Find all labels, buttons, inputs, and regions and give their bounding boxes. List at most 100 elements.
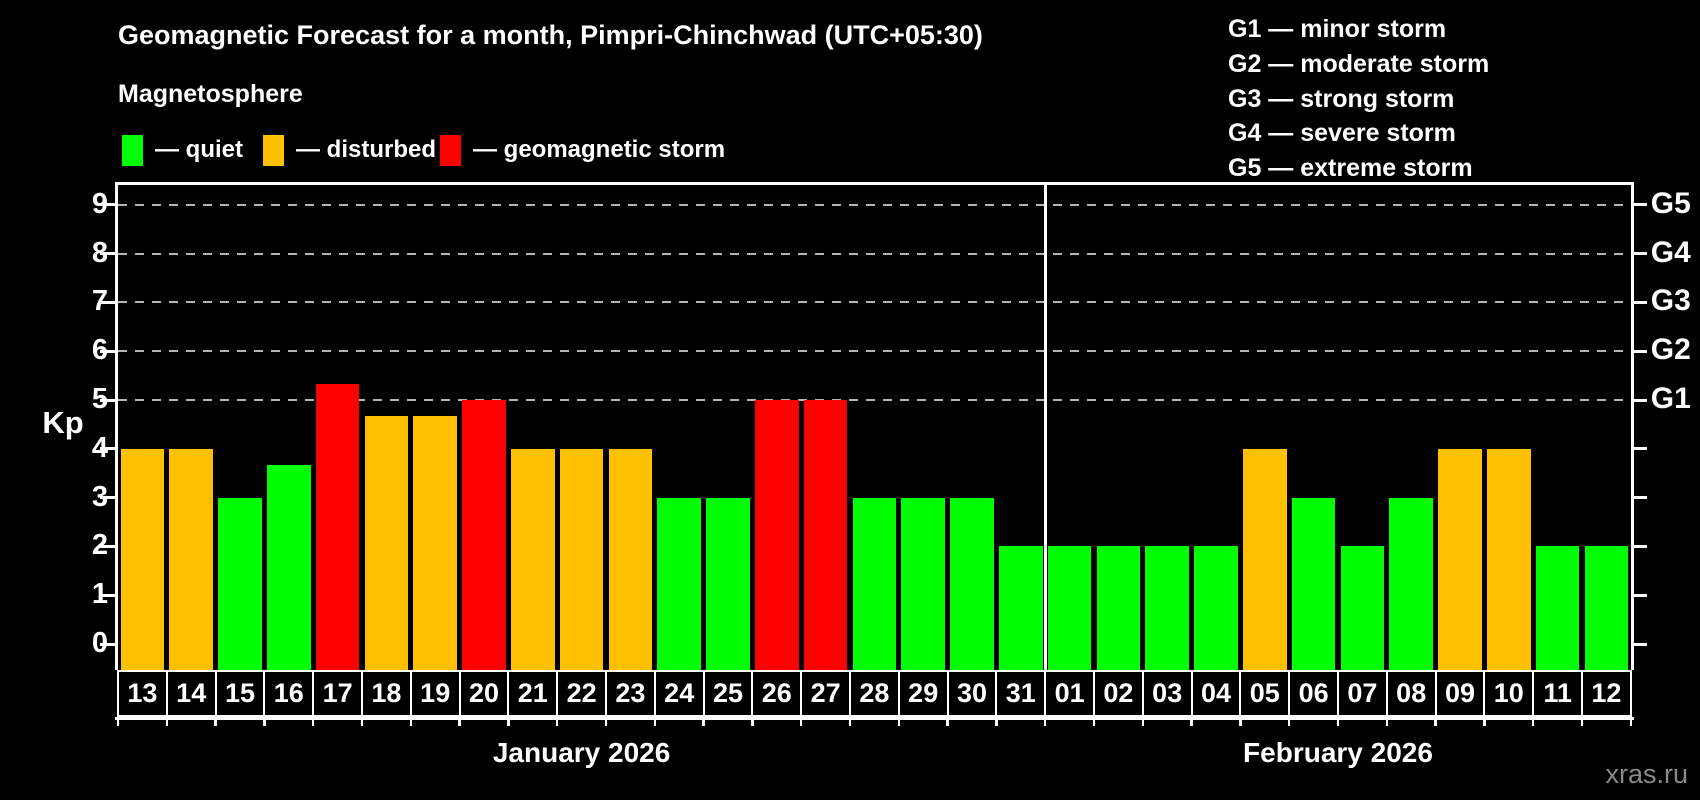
g-axis-label-g1: G1 [1650,382,1691,415]
g-scale-legend: G1 — minor storm G2 — moderate storm G3 … [1228,12,1489,186]
day-label-09: 09 [1434,670,1486,717]
bar-january-19 [413,416,458,670]
kp-tick-right-9 [1633,203,1647,207]
storm-color-swatch [440,134,461,166]
kp-tick-left-3 [100,496,115,500]
g5-legend-line: G5 — extreme storm [1228,154,1473,183]
bar-february-10 [1486,448,1531,670]
bar-january-13 [120,448,165,670]
day-boundary-tick-7 [458,719,461,726]
day-label-13: 13 [117,670,168,717]
day-label-03: 03 [1141,670,1193,717]
day-boundary-tick-28 [1483,719,1486,726]
g1-legend-line: G1 — minor storm [1228,15,1447,43]
legend-label-quiet: — quiet [155,136,243,163]
quiet-color-swatch [122,134,143,166]
day-label-10: 10 [1483,670,1535,717]
day-label-07: 07 [1337,670,1388,717]
day-label-08: 08 [1385,670,1437,717]
kp-tick-left-8 [100,252,115,256]
kp-tick-left-9 [100,203,115,207]
g-axis-label-g2: G2 [1650,333,1691,367]
day-label-21: 21 [507,670,559,717]
day-label-12: 12 [1581,670,1632,717]
kp-tick-left-0 [100,642,115,646]
day-boundary-tick-4 [311,719,315,726]
day-label-11: 11 [1532,670,1583,717]
bar-february-11 [1535,546,1580,670]
month-label-february: February 2026 [1243,737,1433,768]
kp-tick-label-0: 0 [91,627,108,659]
bar-february-08 [1389,497,1434,670]
bar-february-05 [1242,448,1287,670]
kp-tick-left-4 [100,447,115,451]
day-boundary-tick-9 [555,719,559,726]
day-label-06: 06 [1288,670,1339,717]
bar-january-18 [364,416,409,670]
day-label-31: 31 [995,670,1047,717]
day-boundary-tick-29 [1531,719,1535,726]
day-label-30: 30 [946,670,998,717]
bar-january-30 [950,497,994,670]
gridline-g4 [118,252,1631,255]
kp-tick-right-2 [1633,544,1647,548]
bar-february-04 [1194,546,1238,670]
bar-january-29 [901,497,946,670]
bar-january-26 [754,400,799,670]
day-label-27: 27 [800,670,851,717]
kp-tick-right-7 [1633,300,1647,304]
bottom-axis-line [115,717,1634,720]
g3-legend-line: G3 — strong storm [1228,84,1455,113]
day-boundary-tick-10 [604,719,608,726]
kp-tick-left-1 [100,593,115,597]
kp-tick-label-1: 1 [91,578,108,611]
day-boundary-tick-3 [263,719,266,726]
y-axis-title-kp: Kp [42,405,84,440]
day-boundary-tick-2 [214,719,217,726]
day-boundary-tick-14 [799,719,803,726]
day-boundary-tick-8 [507,719,510,726]
day-boundary-tick-31 [1629,719,1633,726]
day-boundary-tick-27 [1434,719,1437,726]
day-boundary-tick-30 [1580,719,1584,726]
kp-tick-label-3: 3 [91,480,108,513]
kp-tick-label-6: 6 [91,334,108,367]
day-label-16: 16 [263,670,315,717]
day-label-04: 04 [1190,670,1242,717]
kp-tick-label-8: 8 [91,236,108,269]
day-boundary-tick-16 [897,719,901,726]
bar-january-31 [998,546,1043,670]
day-boundary-tick-17 [946,719,949,726]
kp-tick-label-4: 4 [91,431,108,464]
day-label-28: 28 [849,670,900,717]
day-label-20: 20 [458,670,510,717]
day-boundary-tick-18 [995,719,998,726]
top-axis-line [115,182,1634,185]
bar-january-22 [559,448,604,670]
month-label-january: January 2026 [492,737,671,768]
legend-item-storm: — geomagnetic storm [440,134,725,166]
watermark-xras: xras.ru [1605,759,1688,789]
bar-january-21 [510,448,555,670]
bar-january-20 [462,400,506,670]
kp-tick-label-2: 2 [91,529,108,562]
gridline-g3 [118,301,1631,304]
legend-item-quiet: — quiet [122,134,243,166]
bar-february-09 [1438,448,1482,670]
legend-item-disturbed: — disturbed [263,134,436,166]
day-boundary-tick-23 [1239,719,1242,726]
bar-february-12 [1584,546,1629,670]
gridline-g2 [118,350,1631,353]
g-axis-label-g4: G4 [1650,235,1691,269]
page-title: Geomagnetic Forecast for a month, Pimpri… [118,20,983,50]
g4-legend-line: G4 — severe storm [1228,119,1456,148]
kp-tick-label-5: 5 [91,383,108,415]
day-boundary-tick-25 [1336,719,1340,726]
gridline-g5 [118,203,1631,206]
kp-tick-right-1 [1633,593,1647,597]
day-boundary-tick-15 [848,719,852,726]
day-boundary-tick-11 [653,719,657,726]
day-boundary-tick-12 [702,719,705,726]
right-axis-line [1630,182,1634,670]
kp-tick-right-6 [1633,349,1647,353]
